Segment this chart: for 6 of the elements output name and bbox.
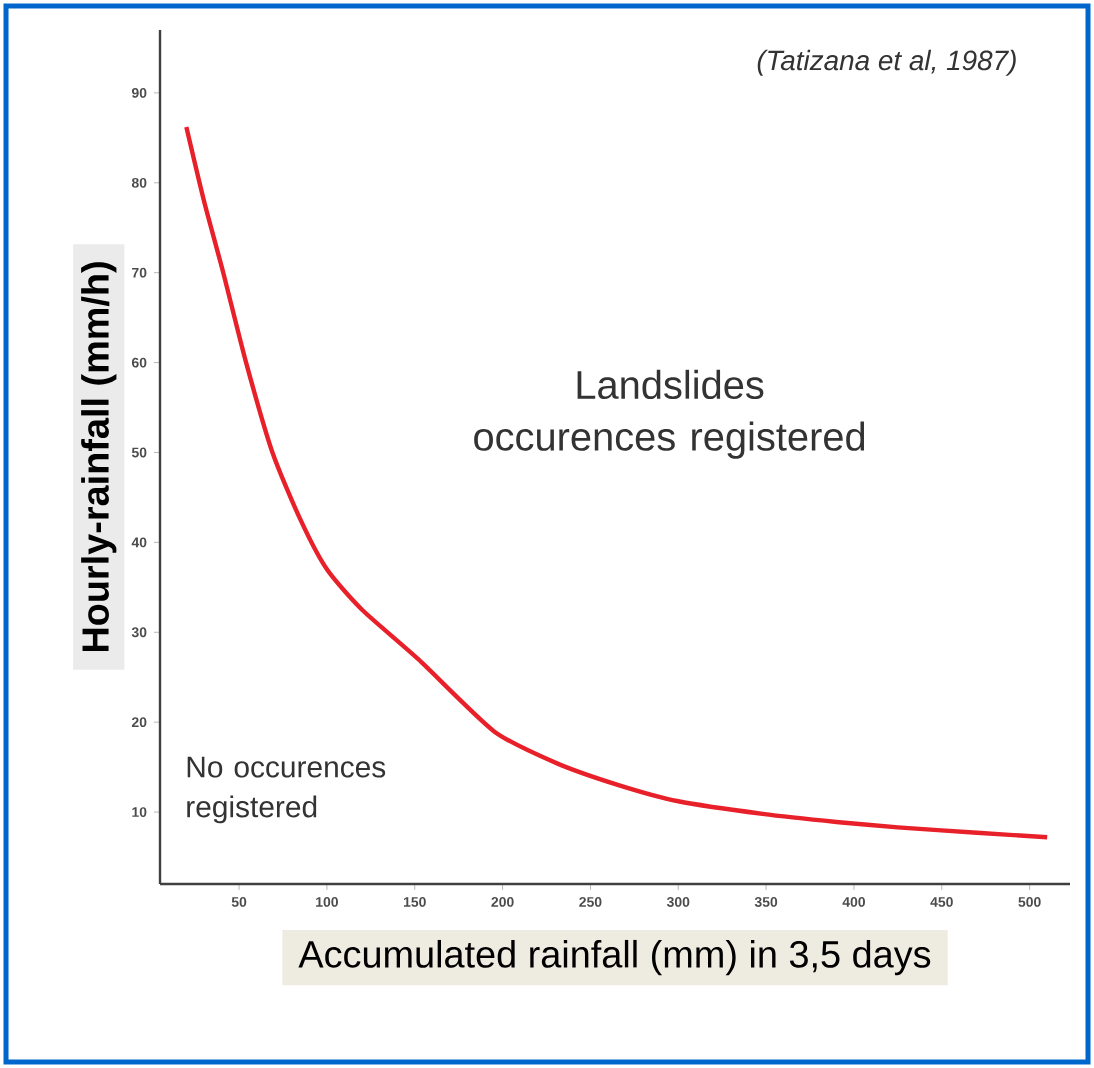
annotation: Landslides occurences registered [474, 369, 865, 459]
y-axis-title: Hourly-rainfall (mm/h) [81, 262, 117, 652]
annotation: (Tatizana et al, 1987) [757, 49, 1016, 76]
line-series [184, 124, 1050, 840]
annotation: No occurences registered [187, 756, 386, 824]
x-axis-title: Accumulated rainfall (mm) in 3,5 days [298, 939, 931, 976]
